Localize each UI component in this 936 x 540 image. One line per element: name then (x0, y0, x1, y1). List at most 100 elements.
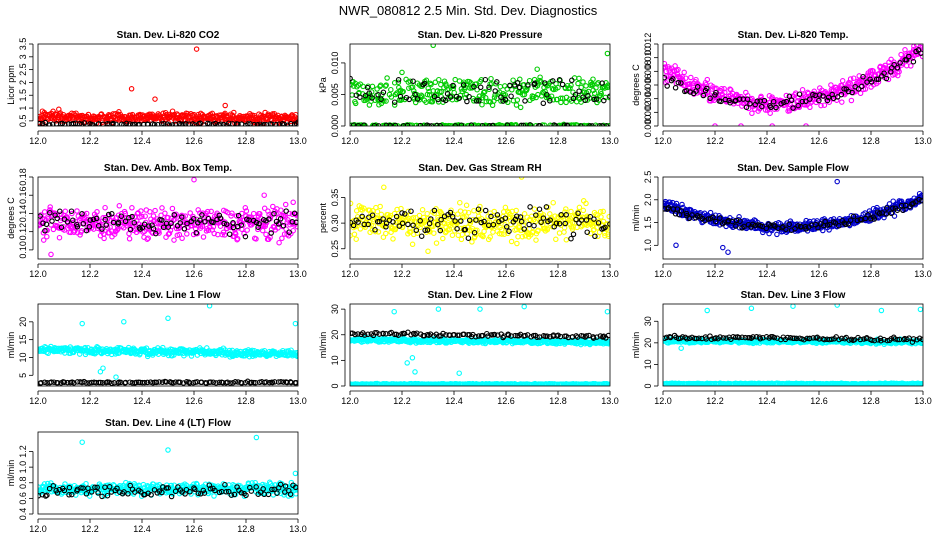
data-point (526, 221, 532, 228)
data-point (707, 95, 713, 102)
data-point (239, 380, 245, 386)
data-point (171, 212, 178, 218)
data-point (278, 378, 284, 385)
data-point (419, 93, 425, 100)
data-point (227, 380, 233, 386)
data-point (210, 379, 217, 386)
data-point (540, 100, 547, 107)
x-tick-label: 12.0 (29, 269, 47, 279)
data-point (190, 213, 196, 220)
data-point (600, 208, 606, 215)
data-point (459, 231, 466, 238)
data-point (48, 379, 55, 385)
data-point (231, 109, 237, 116)
data-point (561, 229, 567, 235)
data-point (727, 99, 733, 106)
data-point (180, 121, 186, 126)
data-point (741, 223, 747, 230)
y-axis-label: degrees C (631, 64, 641, 106)
data-point (357, 94, 363, 100)
data-point (520, 122, 527, 126)
data-point (816, 92, 823, 98)
data-point (105, 211, 112, 218)
data-point (190, 121, 196, 126)
x-tick-label: 12.8 (237, 396, 255, 406)
data-point (220, 121, 227, 126)
data-point (87, 121, 93, 126)
data-point (149, 121, 156, 126)
data-point (101, 235, 107, 242)
data-point (563, 206, 569, 212)
data-point (366, 207, 373, 213)
data-point (100, 365, 106, 371)
data-point (255, 224, 261, 230)
data-point (665, 205, 672, 211)
x-tick-label: 13.0 (914, 136, 932, 146)
data-point (474, 86, 480, 93)
data-point (568, 208, 574, 215)
data-point (43, 221, 50, 228)
data-point (694, 213, 701, 219)
data-point (591, 96, 597, 103)
data-point (910, 58, 917, 65)
data-point (283, 226, 289, 232)
data-point (79, 121, 85, 126)
y-axis-label: Licor ppm (6, 65, 16, 105)
y-tick-label: 0.010 (643, 46, 653, 69)
data-point (860, 73, 866, 80)
data-point (460, 82, 467, 88)
data-point (277, 216, 284, 222)
data-point (673, 242, 679, 249)
data-point (56, 234, 63, 241)
data-point (182, 213, 189, 219)
data-point (888, 210, 895, 217)
data-point (894, 65, 901, 71)
data-point (174, 223, 181, 229)
panel-title: Stan. Dev. Sample Flow (737, 163, 849, 174)
data-point (395, 79, 402, 86)
data-point (821, 102, 828, 108)
y-tick-label: 0.10 (18, 241, 28, 259)
data-point (129, 205, 135, 211)
data-point (737, 218, 743, 224)
data-point (293, 219, 298, 226)
data-point (918, 192, 923, 199)
data-point (430, 44, 436, 49)
data-point (672, 85, 679, 91)
data-point (290, 199, 296, 206)
data-point (679, 201, 685, 208)
data-point (138, 208, 144, 214)
data-point (282, 201, 289, 208)
data-point (481, 218, 487, 225)
data-point (166, 122, 173, 126)
y-tick-label: 0.005 (330, 83, 340, 106)
data-point (392, 122, 399, 126)
y-tick-label: 0.010 (330, 52, 340, 75)
data-point (497, 83, 504, 90)
data-point (266, 379, 273, 386)
data-point (86, 224, 93, 230)
data-point (456, 370, 462, 376)
panel-3: Stan. Dev. Li-820 Temp.12.0 12.2 12.4 12.6 1… (631, 30, 932, 146)
data-point (718, 85, 725, 92)
series-main (663, 304, 923, 351)
data-point (405, 221, 411, 228)
data-point (170, 380, 176, 386)
y-tick-label: 2 (18, 80, 28, 85)
y-tick-label: 3.5 (18, 38, 28, 51)
data-point (428, 216, 434, 222)
x-tick-label: 13.0 (289, 396, 307, 406)
data-point (803, 98, 809, 105)
data-point (550, 199, 556, 206)
data-point (919, 197, 923, 204)
data-point (366, 90, 372, 96)
data-point (181, 219, 187, 226)
data-point (815, 224, 821, 231)
x-tick-label: 13.0 (914, 269, 932, 279)
y-axis-label: kPa (318, 77, 328, 93)
data-point (152, 207, 158, 214)
data-point (159, 379, 166, 385)
y-tick-label: 10 (18, 352, 28, 362)
data-point (713, 218, 719, 225)
data-point (517, 104, 524, 111)
